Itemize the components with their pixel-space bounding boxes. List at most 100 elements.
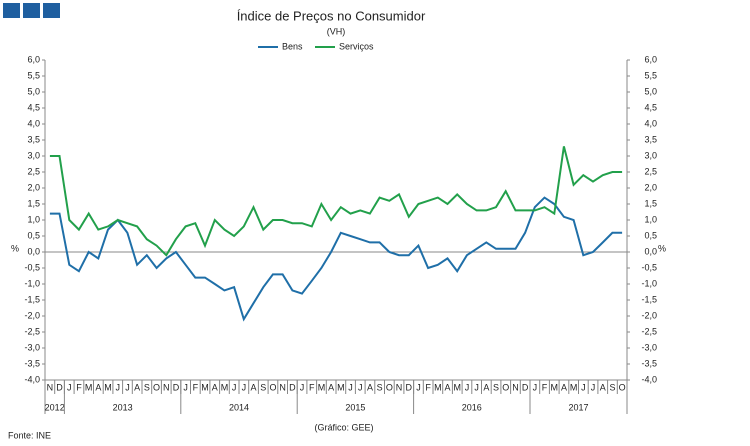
x-tick-label: F — [542, 382, 548, 392]
x-tick-label: D — [522, 382, 529, 392]
y-tick-label: 4,0 — [27, 118, 40, 128]
x-tick-label: J — [465, 382, 470, 392]
y-tick-label: 4,5 — [27, 102, 40, 112]
x-tick-label: J — [232, 382, 237, 392]
y-tick-label: 0,5 — [27, 230, 40, 240]
y-tick-label: -2,5 — [24, 326, 40, 336]
y-tick-label: 5,0 — [27, 86, 40, 96]
x-tick-label: J — [125, 382, 130, 392]
x-tick-label: J — [358, 382, 363, 392]
y2-tick-label: 1,0 — [644, 214, 657, 224]
y2-tick-label: 6,0 — [644, 54, 657, 64]
x-tick-label: J — [533, 382, 538, 392]
x-tick-label: O — [153, 382, 160, 392]
x-tick-label: M — [318, 382, 326, 392]
x-tick-label: O — [269, 382, 276, 392]
x-tick-label: M — [104, 382, 112, 392]
x-tick-label: S — [144, 382, 150, 392]
x-tick-label: A — [445, 382, 451, 392]
y2-tick-label: -0,5 — [641, 262, 657, 272]
x-tick-label: J — [242, 382, 247, 392]
y-tick-label: 3,0 — [27, 150, 40, 160]
y-tick-label: 0,0 — [27, 246, 40, 256]
y2-tick-label: 3,0 — [644, 150, 657, 160]
x-group-label: 2016 — [462, 402, 482, 412]
logo-block — [43, 3, 60, 18]
x-tick-label: M — [570, 382, 578, 392]
y2-tick-label: 2,5 — [644, 166, 657, 176]
y2-tick-label: -3,5 — [641, 358, 657, 368]
y2-tick-label: 0,5 — [644, 230, 657, 240]
y-tick-label: -3,5 — [24, 358, 40, 368]
y-tick-label: -3,0 — [24, 342, 40, 352]
x-tick-label: J — [67, 382, 72, 392]
credit: (Gráfico: GEE) — [314, 422, 373, 432]
x-tick-label: M — [85, 382, 93, 392]
x-tick-label: A — [134, 382, 140, 392]
x-tick-label: A — [600, 382, 606, 392]
x-group-label: 2012 — [45, 402, 65, 412]
y2-tick-label: 3,5 — [644, 134, 657, 144]
x-tick-label: N — [279, 382, 286, 392]
legend-label: Serviços — [339, 41, 374, 51]
y2-axis-label: % — [658, 243, 666, 253]
y2-tick-label: 0,0 — [644, 246, 657, 256]
x-tick-label: N — [512, 382, 519, 392]
x-group-label: 2017 — [568, 402, 588, 412]
x-tick-label: A — [212, 382, 218, 392]
x-tick-label: M — [551, 382, 559, 392]
x-tick-label: A — [367, 382, 373, 392]
x-tick-label: J — [474, 382, 479, 392]
x-tick-label: M — [337, 382, 345, 392]
x-group-label: 2013 — [113, 402, 133, 412]
x-tick-label: A — [561, 382, 567, 392]
x-tick-label: S — [377, 382, 383, 392]
series-line — [49, 196, 623, 322]
x-tick-label: D — [406, 382, 413, 392]
x-tick-label: D — [173, 382, 180, 392]
x-tick-label: N — [396, 382, 403, 392]
series-line — [49, 146, 623, 257]
y2-tick-label: 2,0 — [644, 182, 657, 192]
y-tick-label: 1,5 — [27, 198, 40, 208]
x-tick-label: F — [76, 382, 82, 392]
x-group-label: 2014 — [229, 402, 249, 412]
x-tick-label: M — [434, 382, 442, 392]
y-tick-label: 6,0 — [27, 54, 40, 64]
x-tick-label: F — [425, 382, 431, 392]
x-tick-label: J — [300, 382, 305, 392]
x-tick-label: J — [416, 382, 421, 392]
y-tick-label: 1,0 — [27, 214, 40, 224]
y-tick-label: 2,0 — [27, 182, 40, 192]
legend-label: Bens — [282, 41, 303, 51]
y-tick-label: -1,5 — [24, 294, 40, 304]
x-tick-label: M — [201, 382, 209, 392]
x-tick-label: O — [502, 382, 509, 392]
y-axis-label: % — [11, 243, 19, 253]
y2-tick-label: -4,0 — [641, 374, 657, 384]
x-tick-label: A — [95, 382, 101, 392]
y2-tick-label: -3,0 — [641, 342, 657, 352]
x-tick-label: A — [483, 382, 489, 392]
x-tick-label: J — [116, 382, 121, 392]
x-tick-label: J — [591, 382, 596, 392]
y2-tick-label: -2,5 — [641, 326, 657, 336]
x-tick-label: N — [47, 382, 54, 392]
y2-tick-label: -1,5 — [641, 294, 657, 304]
logo-block — [3, 3, 20, 18]
x-tick-label: A — [251, 382, 257, 392]
y2-tick-label: -1,0 — [641, 278, 657, 288]
chart-subtitle: (VH) — [327, 26, 346, 36]
y-tick-label: -1,0 — [24, 278, 40, 288]
x-tick-label: S — [493, 382, 499, 392]
y-tick-label: -4,0 — [24, 374, 40, 384]
x-tick-label: J — [183, 382, 188, 392]
x-tick-label: F — [193, 382, 199, 392]
x-tick-label: M — [221, 382, 229, 392]
x-tick-label: O — [386, 382, 393, 392]
x-tick-label: A — [328, 382, 334, 392]
source: Fonte: INE — [8, 430, 51, 440]
y-tick-label: 2,5 — [27, 166, 40, 176]
y2-tick-label: 5,5 — [644, 70, 657, 80]
